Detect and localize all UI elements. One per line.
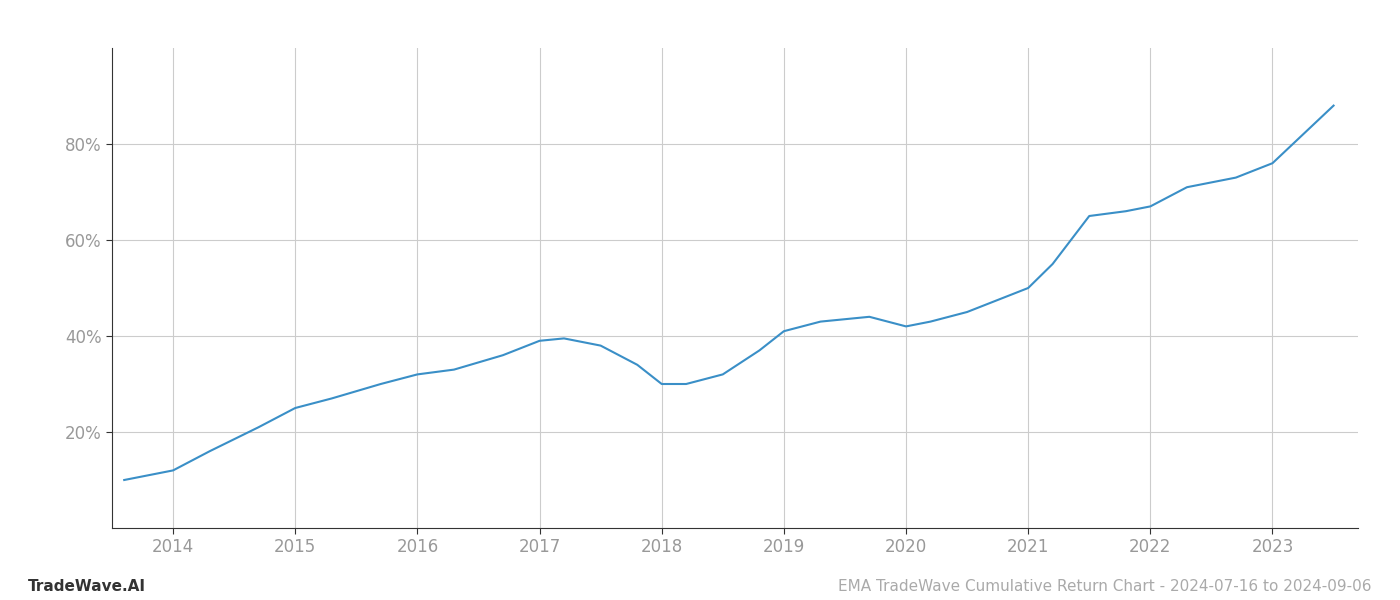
- Text: EMA TradeWave Cumulative Return Chart - 2024-07-16 to 2024-09-06: EMA TradeWave Cumulative Return Chart - …: [839, 579, 1372, 594]
- Text: TradeWave.AI: TradeWave.AI: [28, 579, 146, 594]
